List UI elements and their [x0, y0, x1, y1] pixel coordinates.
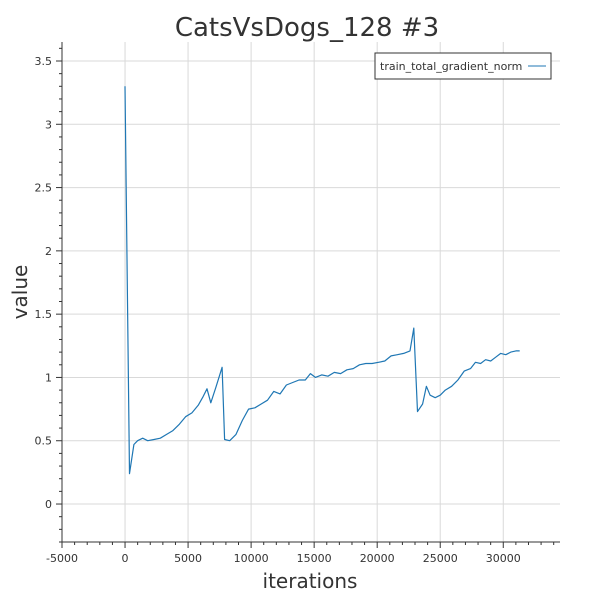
- x-tick-label: 5000: [174, 552, 202, 565]
- y-tick-label: 2.5: [35, 182, 53, 195]
- series-line-train-total-gradient-norm: [124, 86, 520, 475]
- grid: [61, 42, 560, 542]
- y-tick-label: 1: [45, 371, 52, 384]
- series: [124, 86, 520, 475]
- x-tick-label: 30000: [486, 552, 521, 565]
- x-tick-label: 20000: [360, 552, 395, 565]
- y-tick-label: 1.5: [35, 308, 53, 321]
- y-axis-label: value: [8, 265, 32, 320]
- legend-box: [374, 52, 552, 80]
- x-axis-label: iterations: [263, 569, 358, 593]
- y-tick-label: 2: [45, 245, 52, 258]
- y-tick-label: 3: [45, 118, 52, 131]
- x-tick-label: 15000: [297, 552, 332, 565]
- legend-label: train_total_gradient_norm: [380, 60, 522, 73]
- x-tick-label: 25000: [423, 552, 458, 565]
- x-tick-label: -5000: [46, 552, 78, 565]
- y-tick-label: 0: [45, 498, 52, 511]
- chart-title: CatsVsDogs_128 #3: [175, 13, 439, 43]
- y-tick-label: 0.5: [35, 435, 53, 448]
- x-tick-label: 0: [122, 552, 129, 565]
- y-tick-label: 3.5: [35, 55, 53, 68]
- axes: -5000 0 5000 10000 15000 20000 25000 30000 0 0.5 1…: [35, 42, 560, 565]
- x-tick-label: 10000: [234, 552, 269, 565]
- legend: train_total_gradient_norm: [374, 52, 552, 80]
